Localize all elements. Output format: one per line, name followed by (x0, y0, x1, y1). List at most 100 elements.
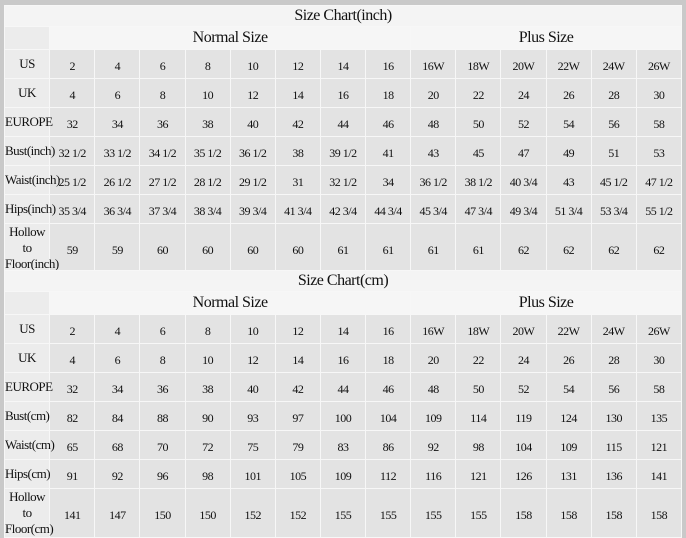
table-cell: 61 (455, 223, 502, 273)
table-cell: 155 (364, 488, 412, 538)
table-cell: 65 (49, 430, 96, 460)
table-cell: 135 (635, 401, 683, 431)
table-cell: 2 (49, 49, 96, 79)
table-cell: 16 (364, 49, 412, 79)
table-cell: 14 (274, 343, 321, 373)
cell-value: 141 (650, 468, 668, 483)
cell-value: 36 1/2 (239, 145, 267, 160)
table-cell: 29 1/2 (229, 165, 276, 195)
cell-value: 141 (63, 507, 81, 522)
cell-value: 14 (292, 87, 304, 102)
table-cell: 52 (500, 372, 547, 402)
cell-value: 126 (515, 468, 532, 483)
table-cell: 24 (500, 78, 547, 108)
cell-value: 152 (244, 507, 261, 522)
size-chart-cm: Size Chart(cm) Normal Size Plus Size US 2 4 6 8… (3, 270, 683, 538)
table-cell: 27 1/2 (139, 165, 186, 195)
table-cell: 58 (635, 107, 683, 137)
table-cell: 32 1/2 (319, 165, 367, 195)
cell-value: 25 1/2 (58, 174, 87, 189)
cell-value: 82 (66, 410, 79, 425)
table-cell: 61 (364, 223, 412, 273)
table-cell: 60 (184, 223, 231, 273)
cell-value: 62 (563, 242, 575, 257)
table-cell: 114 (455, 401, 502, 431)
table-row: Bust(inch) 32 1/2 33 1/2 34 1/2 35 1/2 36 1/2… (3, 136, 683, 166)
cell-value: 79 (292, 439, 304, 454)
table-cell: 39 1/2 (319, 136, 367, 166)
table-cell: 109 (545, 430, 592, 460)
chart-title: Size Chart(cm) (4, 270, 682, 292)
cell-value: 34 (382, 174, 395, 189)
row-label: EUROPE (3, 107, 53, 137)
table-cell: 14 (319, 49, 367, 79)
cell-value: 104 (379, 410, 397, 425)
table-cell: 155 (319, 488, 367, 538)
cell-value: 105 (289, 468, 307, 483)
cell-value: 38 (202, 381, 214, 396)
table-cell: 22W (545, 314, 592, 344)
cell-value: 32 1/2 (58, 145, 87, 160)
cell-value: 50 (472, 381, 485, 396)
cell-value: 26 (563, 87, 575, 102)
table-cell: 56 (590, 107, 637, 137)
cell-value: 54 (563, 116, 575, 131)
table-cell: 60 (139, 223, 186, 273)
cell-value: 10 (202, 87, 214, 102)
table-cell: 54 (545, 372, 592, 402)
table-cell: 10 (229, 49, 276, 79)
cell-value: 22 (472, 87, 485, 102)
cell-value: 41 3/4 (284, 203, 312, 218)
table-cell: 91 (49, 459, 96, 489)
cell-value: 40 3/4 (509, 174, 538, 189)
table-cell: 101 (229, 459, 276, 489)
table-cell: 124 (545, 401, 592, 431)
cell-value: 29 1/2 (239, 174, 267, 189)
table-cell: 59 (49, 223, 96, 273)
cell-value: 47 (517, 145, 530, 160)
cell-value: 39 3/4 (239, 203, 267, 218)
cell-value: 35 1/2 (193, 145, 222, 160)
table-cell: 93 (229, 401, 276, 431)
table-cell: 46 (364, 372, 412, 402)
table-cell: 12 (229, 78, 276, 108)
table-cell: 130 (590, 401, 637, 431)
cell-value: 45 3/4 (419, 203, 448, 218)
cell-value: 91 (66, 468, 79, 483)
table-cell: 51 (590, 136, 637, 166)
cell-value: 30 (653, 87, 665, 102)
table-cell: 61 (410, 223, 457, 273)
table-cell: 79 (274, 430, 321, 460)
table-cell: 6 (139, 49, 186, 79)
table-cell: 6 (94, 343, 141, 373)
row-label: Hollow to Floor(inch) (3, 223, 59, 273)
table-cell: 40 (229, 372, 276, 402)
table-row: EUROPE 32 34 36 38 40 42 44 46 48 50 52 54 56 58 (3, 372, 683, 402)
table-cell: 158 (545, 488, 592, 538)
table-cell: 82 (49, 401, 96, 431)
table-cell: 62 (545, 223, 592, 273)
table-cell: 18 (364, 343, 412, 373)
cell-value: 10 (247, 323, 259, 338)
table-cell: 32 1/2 (49, 136, 96, 166)
table-cell: 18W (455, 314, 502, 344)
cell-value: 28 (608, 87, 620, 102)
cell-value: 68 (111, 439, 124, 454)
cell-value: 28 (608, 352, 620, 367)
cell-value: 16W (422, 58, 445, 73)
table-cell: 152 (274, 488, 321, 538)
cell-value: 16 (337, 87, 349, 102)
cell-value: 121 (470, 468, 487, 483)
cell-value: 10 (202, 352, 214, 367)
cell-value: 6 (114, 87, 121, 102)
cell-value: 16 (382, 58, 395, 73)
cell-value: 136 (605, 468, 622, 483)
cell-value: 116 (425, 468, 442, 483)
table-cell: 104 (500, 430, 547, 460)
cell-value: 8 (159, 87, 166, 102)
table-cell: 40 (229, 107, 276, 137)
cell-value: 59 (66, 242, 79, 257)
table-cell: 62 (500, 223, 547, 273)
cell-value: 58 (653, 116, 665, 131)
table-cell: 25 1/2 (49, 165, 96, 195)
